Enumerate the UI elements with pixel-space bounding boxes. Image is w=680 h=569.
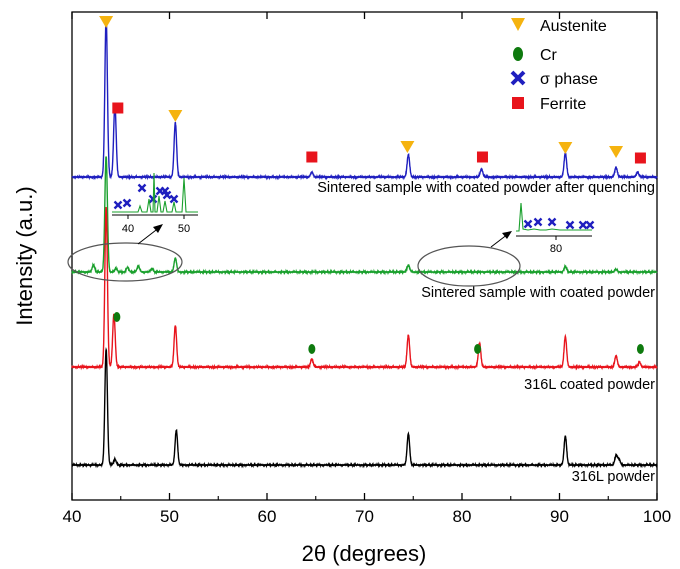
- inset-left-sigma-marker-1: [122, 198, 132, 208]
- x-tick-label-40: 40: [63, 507, 82, 526]
- inset-left-sigma-marker-7: [169, 194, 179, 204]
- inset-right-tick-label-80: 80: [550, 243, 562, 255]
- inset-right-pattern: [516, 202, 592, 232]
- marker-cr-2-1: [308, 344, 316, 354]
- marker-ferrite-0-3: [634, 152, 646, 164]
- series-line-3: [71, 347, 658, 469]
- series-line-0: [71, 16, 658, 181]
- inset-left-tick-label-40: 40: [122, 223, 134, 235]
- inset-left-sigma-marker-2: [137, 183, 147, 193]
- inset-right-sigma-marker-4: [578, 220, 588, 230]
- marker-layer: [99, 16, 646, 354]
- series-labels: Sintered sample with coated powder after…: [317, 180, 655, 485]
- x-axis-title: 2θ (degrees): [302, 541, 427, 566]
- x-tick-label-60: 60: [258, 507, 277, 526]
- legend: Austenite Cr σ phase Ferrite: [510, 18, 607, 113]
- marker-ferrite-0-0: [112, 102, 124, 114]
- marker-cr-2-3: [636, 344, 644, 354]
- legend-austenite-marker: [511, 18, 525, 31]
- marker-austenite-0-2: [400, 141, 415, 153]
- marker-cr-2-2: [474, 344, 482, 354]
- marker-austenite-0-0: [99, 16, 114, 28]
- x-tick-label-70: 70: [355, 507, 374, 526]
- marker-ferrite-0-1: [306, 151, 318, 163]
- inset-right-sigma-marker-2: [547, 217, 557, 227]
- legend-cr-marker: [513, 47, 523, 61]
- marker-cr-2-0: [113, 312, 121, 322]
- marker-ferrite-0-2: [476, 151, 488, 163]
- inset-left-sigma-marker-6: [162, 190, 172, 200]
- series-label-coated-powder: 316L coated powder: [524, 377, 655, 393]
- series-layer: [71, 16, 658, 469]
- x-tick-label-100: 100: [643, 507, 671, 526]
- legend-label-cr: Cr: [540, 47, 558, 64]
- marker-austenite-0-4: [609, 146, 624, 158]
- legend-label-austenite: Austenite: [540, 18, 607, 35]
- series-label-sintered: Sintered sample with coated powder: [421, 285, 655, 301]
- callout-ellipse-left: [67, 242, 183, 282]
- x-tick-label-80: 80: [453, 507, 472, 526]
- callout-arrowhead-right: [502, 231, 512, 239]
- callout-ellipse-right: [417, 245, 521, 287]
- inset-left-tick-label-50: 50: [178, 223, 190, 235]
- x-tick-label-50: 50: [160, 507, 179, 526]
- inset-right-sigma-marker-1: [533, 217, 543, 227]
- y-axis-title: Intensity (a.u.): [12, 186, 37, 325]
- legend-label-ferrite: Ferrite: [540, 96, 586, 113]
- x-axis: 40 50 60 70 80 90 100: [63, 12, 671, 526]
- callout-arrowhead-left: [153, 224, 163, 233]
- series-label-quenched: Sintered sample with coated powder after…: [317, 180, 655, 196]
- series-label-316l-powder: 316L powder: [572, 469, 655, 485]
- inset-left-pattern: [112, 172, 198, 213]
- inset-right-sigma-marker-0: [523, 219, 533, 229]
- legend-ferrite-marker: [512, 97, 524, 109]
- x-tick-label-90: 90: [550, 507, 569, 526]
- series-line-1: [71, 156, 658, 276]
- marker-austenite-0-1: [168, 110, 183, 122]
- inset-right-sigma-marker-3: [565, 220, 575, 230]
- inset-left: 40 50: [112, 172, 198, 235]
- inset-left-sigma-marker-0: [113, 200, 123, 210]
- series-line-2: [71, 206, 658, 371]
- legend-sigma-marker: [510, 70, 526, 86]
- inset-right: 80: [516, 202, 592, 255]
- marker-austenite-0-3: [558, 142, 573, 154]
- inset-right-sigma-marker-5: [585, 220, 595, 230]
- legend-label-sigma: σ phase: [540, 71, 598, 88]
